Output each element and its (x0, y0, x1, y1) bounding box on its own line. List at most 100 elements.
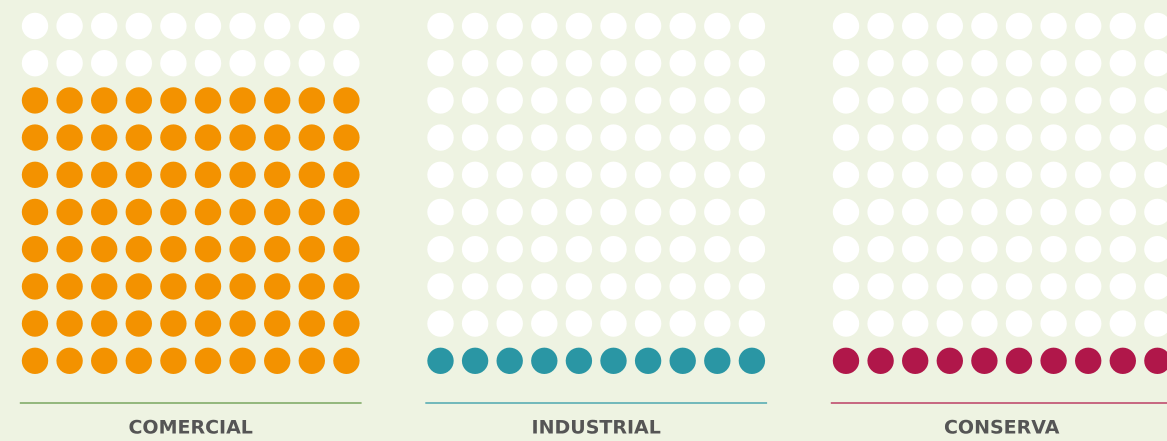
waffle-dot (56, 273, 83, 300)
waffle-dot-empty (902, 161, 929, 188)
waffle-dot-empty (1005, 12, 1033, 40)
waffle-dot-empty (936, 161, 963, 188)
waffle-dot-empty (1075, 124, 1102, 151)
waffle-dot-empty (704, 273, 731, 300)
waffle-dot-empty (125, 12, 152, 40)
waffle-dot-empty (704, 161, 731, 188)
waffle-dot-empty (496, 124, 523, 151)
waffle-dot (160, 273, 187, 300)
waffle-dot-empty (600, 198, 627, 226)
waffle-dot-empty (971, 87, 998, 114)
waffle-dot-empty (704, 12, 731, 40)
waffle-dot (264, 87, 291, 114)
waffle-dot-empty (1109, 124, 1137, 151)
waffle-dot-empty (1109, 273, 1137, 300)
waffle-dot (1040, 347, 1067, 374)
waffle-dot-empty (634, 124, 662, 151)
waffle-dot (229, 161, 256, 188)
waffle-dot-empty (902, 87, 929, 114)
waffle-dot (298, 87, 325, 114)
waffle-dot (194, 347, 222, 374)
waffle-dot-empty (1040, 12, 1067, 40)
waffle-dot-empty (427, 87, 454, 114)
waffle-dot (160, 87, 187, 114)
waffle-dot-empty (125, 50, 152, 77)
waffle-dot-empty (21, 50, 49, 77)
category-label: CONSERVA (944, 417, 1060, 439)
waffle-dot (333, 198, 360, 226)
waffle-dot-empty (936, 273, 963, 300)
waffle-dot-empty (902, 124, 929, 151)
waffle-dot (1075, 347, 1102, 374)
waffle-dot-empty (936, 12, 963, 40)
waffle-dot (125, 87, 152, 114)
waffle-dot-empty (1040, 50, 1067, 77)
waffle-dot-empty (333, 50, 360, 77)
waffle-dot-empty (1040, 161, 1067, 188)
waffle-dot-empty (867, 236, 894, 263)
waffle-dot (600, 347, 627, 374)
waffle-dot-empty (704, 50, 731, 77)
waffle-dot-empty (91, 50, 118, 77)
waffle-dot-empty (867, 124, 894, 151)
waffle-dot (565, 347, 593, 374)
waffle-dot-empty (531, 50, 558, 77)
waffle-dot-empty (1075, 12, 1102, 40)
waffle-dot-empty (971, 50, 998, 77)
waffle-dot (194, 198, 222, 226)
waffle-dot-empty (669, 273, 696, 300)
waffle-dot-empty (1005, 273, 1033, 300)
waffle-dot-empty (531, 273, 558, 300)
waffle-dot-empty (634, 273, 662, 300)
waffle-dot-empty (531, 12, 558, 40)
waffle-dot (229, 347, 256, 374)
category-label: INDUSTRIAL (532, 417, 661, 439)
waffle-dot (56, 161, 83, 188)
waffle-dot (832, 347, 860, 374)
waffle-dot-empty (971, 161, 998, 188)
waffle-dot-empty (298, 50, 325, 77)
waffle-dot-empty (194, 50, 222, 77)
waffle-dot-empty (496, 12, 523, 40)
waffle-dot-empty (669, 50, 696, 77)
waffle-dot-empty (1109, 198, 1137, 226)
waffle-dot-empty (531, 124, 558, 151)
waffle-dot (91, 198, 118, 226)
waffle-dot (298, 161, 325, 188)
waffle-dot-empty (867, 12, 894, 40)
waffle-dot-empty (1144, 12, 1167, 40)
waffle-dot (669, 347, 696, 374)
waffle-dot (194, 124, 222, 151)
waffle-dot (264, 124, 291, 151)
waffle-dot-empty (1144, 236, 1167, 263)
waffle-dot-empty (669, 87, 696, 114)
waffle-dot-empty (461, 273, 489, 300)
waffle-dot-empty (1075, 236, 1102, 263)
waffle-dot (298, 273, 325, 300)
waffle-dot-empty (669, 124, 696, 151)
waffle-dot (971, 347, 998, 374)
waffle-dot-empty (565, 236, 593, 263)
waffle-dot-empty (738, 236, 766, 263)
waffle-dot-empty (738, 273, 766, 300)
waffle-dot (160, 124, 187, 151)
waffle-dot-empty (669, 236, 696, 263)
waffle-dot-empty (565, 124, 593, 151)
waffle-dot-empty (600, 50, 627, 77)
waffle-dot (264, 273, 291, 300)
waffle-dot-empty (936, 50, 963, 77)
waffle-dot-empty (194, 12, 222, 40)
waffle-dot (194, 273, 222, 300)
waffle-dot-empty (1075, 273, 1102, 300)
waffle-dot-empty (531, 87, 558, 114)
waffle-dot-empty (427, 273, 454, 300)
waffle-dot-empty (738, 87, 766, 114)
waffle-dot-empty (496, 236, 523, 263)
waffle-dot-empty (1040, 236, 1067, 263)
waffle-dot (21, 236, 49, 263)
waffle-dot-empty (298, 12, 325, 40)
waffle-dot (229, 310, 256, 337)
waffle-dot-empty (496, 198, 523, 226)
waffle-dot-empty (1144, 310, 1167, 337)
waffle-dot (264, 198, 291, 226)
